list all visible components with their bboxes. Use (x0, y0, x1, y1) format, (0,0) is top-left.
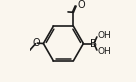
Text: OH: OH (98, 47, 111, 56)
Text: OH: OH (98, 31, 111, 40)
Text: O: O (77, 0, 85, 10)
Text: B: B (90, 39, 97, 49)
Text: O: O (33, 38, 40, 48)
